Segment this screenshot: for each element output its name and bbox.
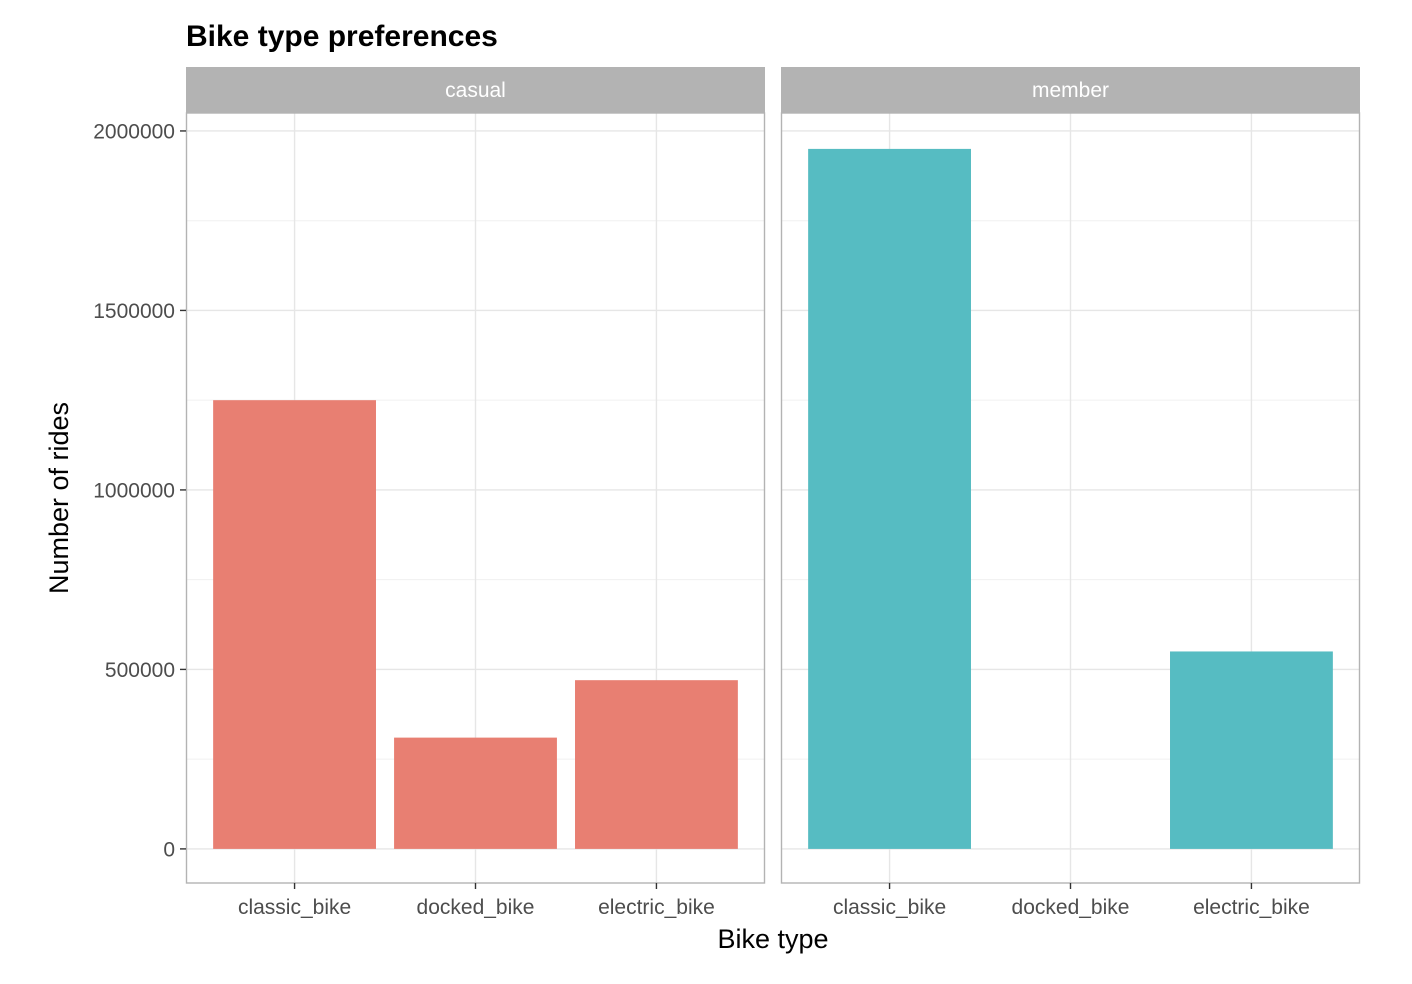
chart-title: Bike type preferences (186, 20, 498, 53)
bar-member-electric_bike (1170, 651, 1333, 849)
facet-strip-label: casual (445, 79, 506, 102)
bar-member-classic_bike (808, 148, 971, 849)
y-tick-label: 1500000 (93, 300, 175, 323)
x-tick-label: docked_bike (1012, 896, 1130, 919)
bar-casual-docked_bike (394, 737, 557, 849)
y-tick-label: 1000000 (93, 479, 175, 502)
y-tick-label: 500000 (105, 659, 175, 682)
y-tick-label: 2000000 (93, 120, 175, 143)
x-tick-label: docked_bike (417, 896, 535, 919)
x-tick-label: electric_bike (598, 896, 715, 919)
facet-strip (186, 67, 765, 113)
facet-panel-member: member classic_bike docked_bike electric_bi… (780, 67, 1361, 919)
x-axis-title: Bike type (717, 924, 828, 954)
bar-casual-classic_bike (213, 400, 376, 849)
x-tick-label: classic_bike (238, 896, 351, 919)
y-axis-title: Number of rides (44, 402, 74, 594)
facet-strip (781, 67, 1360, 113)
facet-strip-label: member (1032, 79, 1109, 102)
x-tick-label: classic_bike (833, 896, 946, 919)
x-tick-label: electric_bike (1193, 896, 1310, 919)
bar-casual-electric_bike (575, 680, 738, 849)
y-tick-label: 0 (163, 838, 175, 861)
facet-panel-casual: casual classic_bike docked_bike electric_bi… (185, 67, 766, 919)
